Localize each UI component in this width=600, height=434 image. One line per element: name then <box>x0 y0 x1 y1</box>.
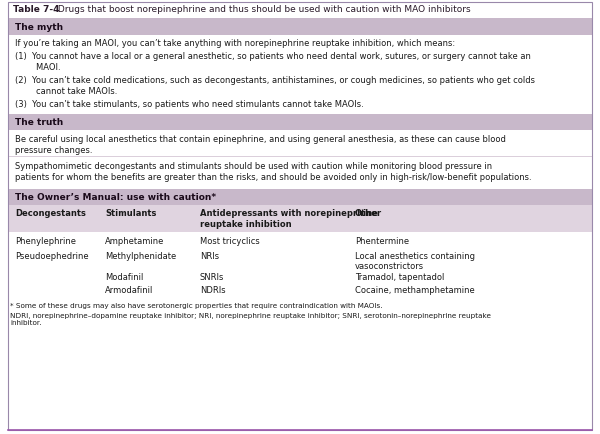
Text: NDRIs: NDRIs <box>200 286 226 294</box>
FancyBboxPatch shape <box>8 19 592 36</box>
Text: Phenylephrine: Phenylephrine <box>15 237 76 246</box>
Text: Methylphenidate: Methylphenidate <box>105 251 176 260</box>
Text: (3)  You can’t take stimulants, so patients who need stimulants cannot take MAOI: (3) You can’t take stimulants, so patien… <box>15 100 364 109</box>
Text: NRIs: NRIs <box>200 251 219 260</box>
Text: Pseudoephedrine: Pseudoephedrine <box>15 251 89 260</box>
Text: Local anesthetics containing
vasoconstrictors: Local anesthetics containing vasoconstri… <box>355 251 475 270</box>
Text: Antidepressants with norepineprhine
reuptake inhibition: Antidepressants with norepineprhine reup… <box>200 209 378 228</box>
Text: NDRI, norepinephrine–dopamine reuptake inhibitor; NRI, norepinephrine reuptake i: NDRI, norepinephrine–dopamine reuptake i… <box>10 312 491 325</box>
Text: Phentermine: Phentermine <box>355 237 409 246</box>
Text: Most tricyclics: Most tricyclics <box>200 237 260 246</box>
Text: Drugs that boost norepinephrine and thus should be used with caution with MAO in: Drugs that boost norepinephrine and thus… <box>55 5 470 14</box>
Text: If you’re taking an MAOI, you can’t take anything with norepinephrine reuptake i: If you’re taking an MAOI, you can’t take… <box>15 39 455 48</box>
Text: Be careful using local anesthetics that contain epinephrine, and using general a: Be careful using local anesthetics that … <box>15 135 506 155</box>
Text: Modafinil: Modafinil <box>105 273 143 282</box>
Text: Amphetamine: Amphetamine <box>105 237 164 246</box>
Text: Tramadol, tapentadol: Tramadol, tapentadol <box>355 273 445 282</box>
FancyBboxPatch shape <box>8 206 592 233</box>
Text: Armodafinil: Armodafinil <box>105 286 154 294</box>
Text: Stimulants: Stimulants <box>105 209 157 217</box>
Text: (1)  You cannot have a local or a general anesthetic, so patients who need denta: (1) You cannot have a local or a general… <box>15 52 531 72</box>
Text: Decongestants: Decongestants <box>15 209 86 217</box>
FancyBboxPatch shape <box>8 189 592 206</box>
Text: (2)  You can’t take cold medications, such as decongestants, antihistamines, or : (2) You can’t take cold medications, suc… <box>15 76 535 96</box>
Text: The myth: The myth <box>15 23 63 32</box>
FancyBboxPatch shape <box>8 114 592 131</box>
Text: Cocaine, methamphetamine: Cocaine, methamphetamine <box>355 286 475 294</box>
Text: The truth: The truth <box>15 118 63 127</box>
Text: The Owner’s Manual: use with caution*: The Owner’s Manual: use with caution* <box>15 193 216 202</box>
Text: SNRIs: SNRIs <box>200 273 224 282</box>
Text: Other: Other <box>355 209 382 217</box>
Text: Sympathomimetic decongestants and stimulants should be used with caution while m: Sympathomimetic decongestants and stimul… <box>15 162 532 182</box>
Text: * Some of these drugs may also have serotonergic properties that require contrai: * Some of these drugs may also have sero… <box>10 302 383 309</box>
Text: Table 7-4: Table 7-4 <box>13 5 59 14</box>
